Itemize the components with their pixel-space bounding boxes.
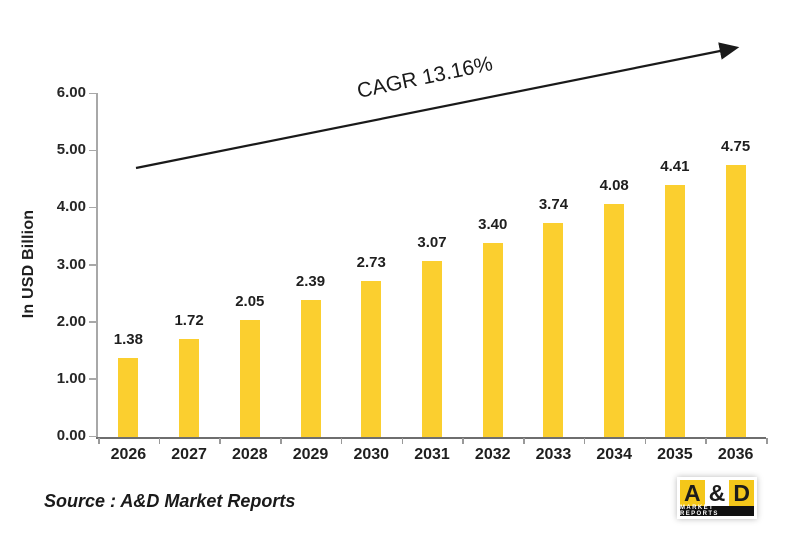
y-tick-label: 5.00 <box>56 141 86 159</box>
bar-2034 <box>604 203 625 437</box>
y-tick-mark <box>89 321 97 323</box>
bar-2031 <box>422 261 442 437</box>
x-category-label: 2026 <box>110 446 147 463</box>
bar-value-label: 1.72 <box>174 311 204 329</box>
bar-2032 <box>482 242 503 437</box>
bar-2028 <box>239 319 260 437</box>
x-tick-mark <box>523 438 525 444</box>
y-tick-mark <box>89 92 97 94</box>
x-category-label: 2033 <box>535 446 572 463</box>
y-tick-label: 2.00 <box>56 312 86 330</box>
bar-value-label: 2.39 <box>295 273 326 291</box>
x-tick-mark <box>583 438 586 444</box>
logo-subtitle: MARKET REPORTS <box>680 505 754 517</box>
y-tick-label: 4.00 <box>56 198 86 216</box>
x-tick-mark <box>401 438 404 444</box>
y-tick-label: 6.00 <box>56 84 86 101</box>
logo-ampersand: & <box>704 480 730 506</box>
x-tick-mark <box>280 438 282 444</box>
bar-2029 <box>300 300 321 437</box>
logo-letter-a: A <box>680 480 705 506</box>
x-category-label: 2028 <box>232 446 268 463</box>
x-category-label: 2027 <box>171 446 207 463</box>
x-axis-line <box>96 437 766 439</box>
cagr-annotation: CAGR 13.16% <box>355 52 495 103</box>
bar-value-label: 1.38 <box>113 331 143 349</box>
x-tick-mark <box>705 438 707 444</box>
bar-value-label: 3.07 <box>417 234 447 252</box>
y-tick-label: 1.00 <box>56 369 86 387</box>
y-tick-mark <box>89 264 97 266</box>
bar-2036 <box>725 165 746 437</box>
y-tick-label: 3.00 <box>56 255 86 273</box>
y-tick-mark <box>89 149 97 152</box>
bar-2035 <box>664 184 685 437</box>
x-category-label: 2030 <box>353 446 390 463</box>
bar-value-label: 3.74 <box>538 196 569 214</box>
x-tick-mark <box>98 438 100 444</box>
bar-2026 <box>118 358 139 437</box>
x-category-label: 2035 <box>657 446 693 463</box>
brand-logo: A & D MARKET REPORTS <box>677 477 757 519</box>
x-category-label: 2034 <box>596 446 632 463</box>
bar-value-label: 3.40 <box>478 215 508 233</box>
x-category-label: 2031 <box>414 446 450 463</box>
y-axis-title: In USD Billion <box>20 209 37 319</box>
bar-value-label: 4.08 <box>599 176 629 194</box>
x-category-label: 2029 <box>292 446 329 463</box>
y-tick-label: 0.00 <box>56 427 86 444</box>
bar-value-label: 2.73 <box>356 253 386 271</box>
x-tick-mark <box>644 438 647 444</box>
x-category-label: 2036 <box>717 446 754 463</box>
brand-logo-letters: A & D <box>680 480 755 506</box>
x-tick-mark <box>158 438 161 444</box>
bar-2033 <box>543 223 564 437</box>
x-tick-mark <box>766 438 768 444</box>
y-tick-mark <box>89 378 97 380</box>
x-tick-mark <box>462 438 464 444</box>
y-tick-mark <box>89 206 97 209</box>
bar-value-label: 2.05 <box>235 292 265 310</box>
x-tick-mark <box>340 438 343 444</box>
y-tick-mark <box>89 435 97 437</box>
logo-letter-d: D <box>729 480 755 506</box>
bar-value-label: 4.75 <box>721 138 751 156</box>
source-caption: Source : A&D Market Reports <box>44 491 296 511</box>
x-tick-mark <box>219 438 221 444</box>
bar-2030 <box>361 280 382 437</box>
x-category-label: 2032 <box>474 446 511 463</box>
bar-value-label: 4.41 <box>660 157 690 175</box>
bar-2027 <box>179 338 200 437</box>
